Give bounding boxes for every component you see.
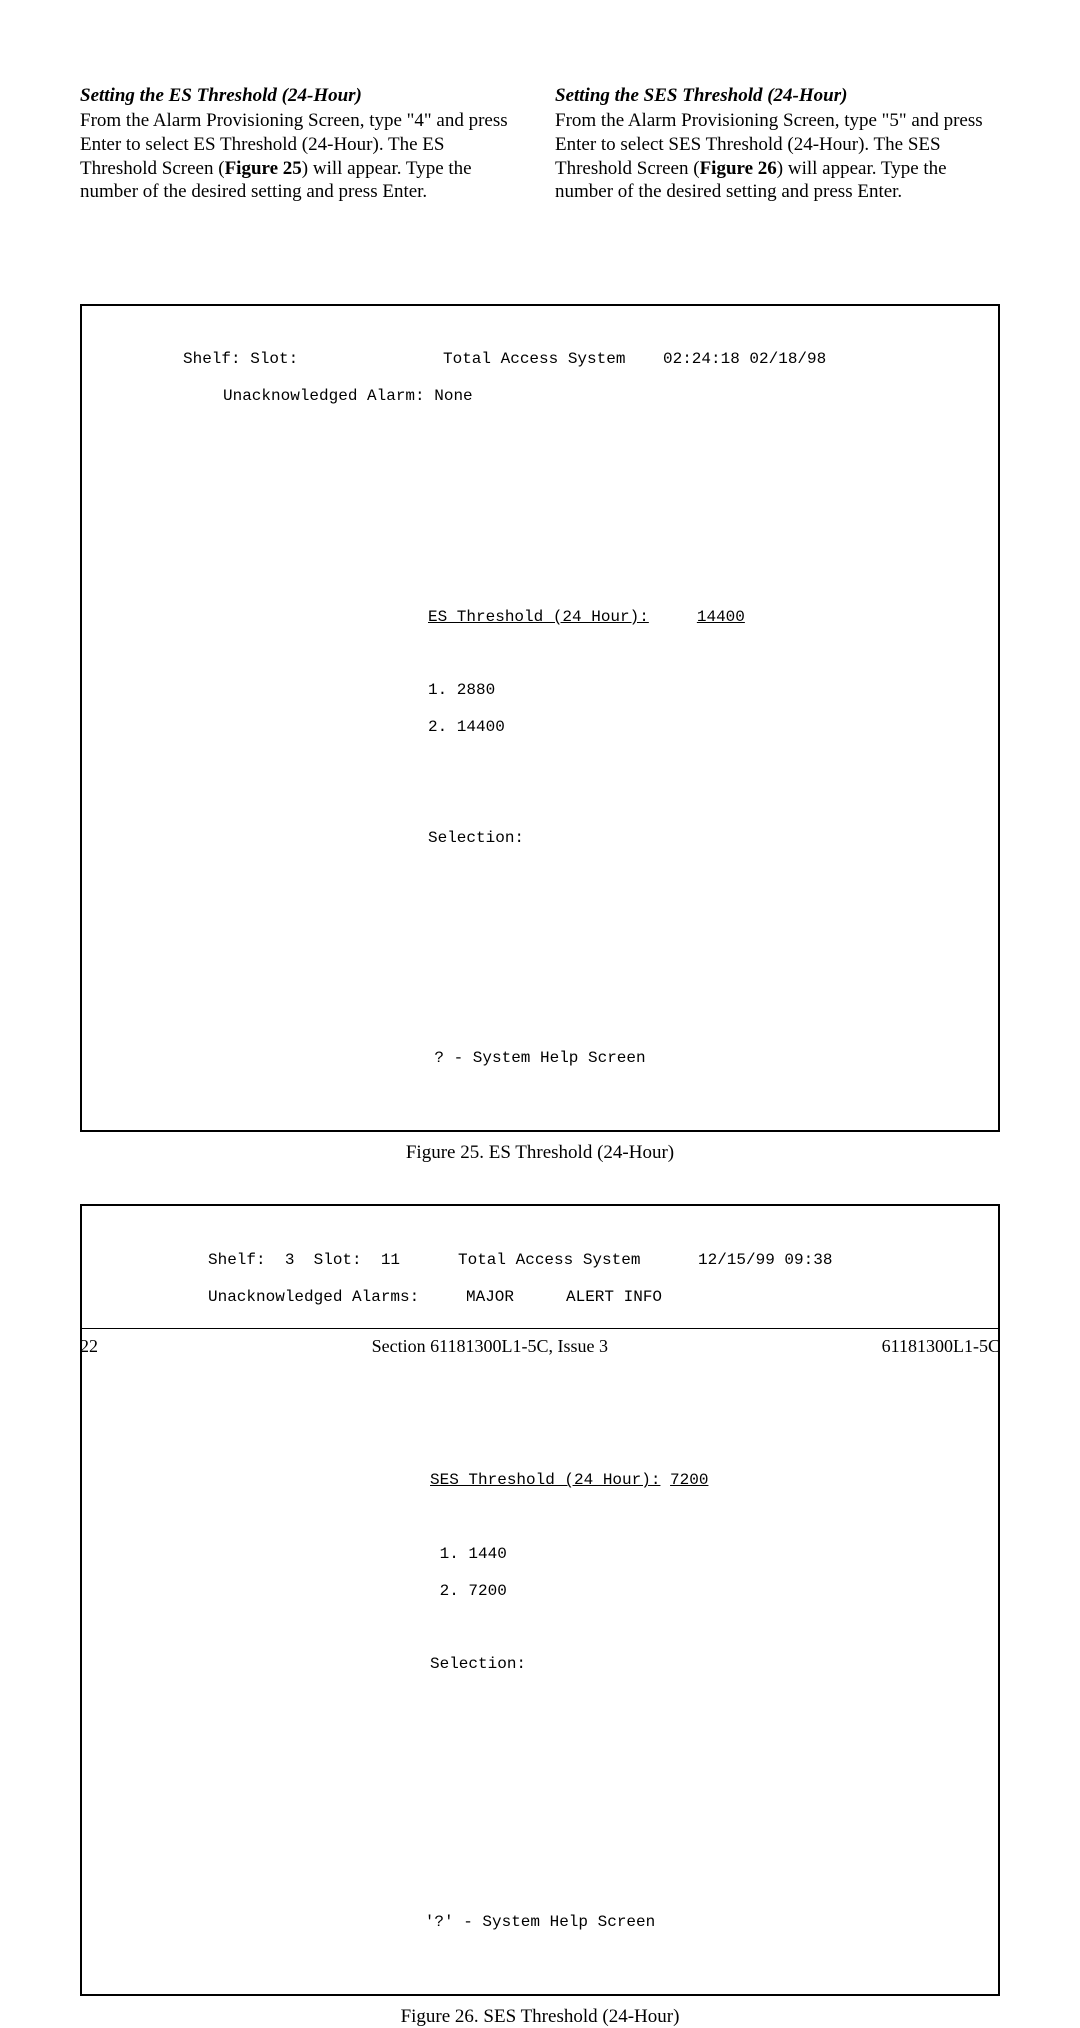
fig25-title-value: 14400 (697, 608, 745, 626)
fig26-title-label: SES Threshold (24 Hour): (430, 1471, 660, 1489)
spacer (108, 645, 972, 663)
left-column: Setting the ES Threshold (24-Hour) From … (80, 85, 525, 204)
spacer (108, 498, 972, 516)
spacer (108, 1012, 972, 1030)
figure-26-terminal: Shelf: 3 Slot: 11Total Access System12/1… (80, 1204, 1000, 1996)
fig26-title-row: SES Threshold (24 Hour): 7200 (108, 1471, 972, 1489)
fig25-header-right: 02:24:18 02/18/98 (663, 350, 826, 368)
spacer (108, 424, 972, 442)
spacer (108, 1729, 972, 1747)
right-column: Setting the SES Threshold (24-Hour) From… (555, 85, 1000, 204)
fig25-opt2: 2. 14400 (108, 718, 972, 736)
footer-docid: 61181300L1-5C (882, 1336, 1000, 1357)
fig26-selection: Selection: (108, 1655, 972, 1673)
fig25-title-label: ES Threshold (24 Hour): (428, 608, 649, 626)
spacer (108, 1803, 972, 1821)
spacer (108, 865, 972, 883)
spacer (108, 1508, 972, 1526)
spacer (108, 1435, 972, 1453)
spacer (108, 1876, 972, 1894)
left-paragraph: From the Alarm Provisioning Screen, type… (80, 109, 525, 204)
figure-25-terminal: Shelf: Slot:Total Access System02:24:18 … (80, 304, 1000, 1132)
fig26-title-value: 7200 (670, 1471, 708, 1489)
spacer (108, 939, 972, 957)
spacer (108, 1839, 972, 1857)
spacer (108, 755, 972, 773)
page-footer: 22 Section 61181300L1-5C, Issue 3 611813… (80, 1336, 1000, 1357)
fig25-alarm-line: Unacknowledged Alarm: None (108, 387, 972, 405)
left-heading: Setting the ES Threshold (24-Hour) (80, 85, 525, 107)
spacer (108, 1619, 972, 1637)
spacer (108, 534, 972, 552)
spacer (108, 571, 972, 589)
fig26-help: '?' - System Help Screen (108, 1913, 972, 1931)
spacer (108, 792, 972, 810)
fig26-header-center: Total Access System (458, 1251, 698, 1269)
spacer (108, 1361, 972, 1379)
fig25-header-left: Shelf: Slot: (183, 350, 443, 368)
spacer (108, 976, 972, 994)
spacer (108, 461, 972, 479)
left-p-figref: Figure 25 (225, 158, 302, 179)
spacer (108, 902, 972, 920)
footer-rule (80, 1328, 1000, 1329)
spacer (108, 1398, 972, 1416)
fig25-help: ? - System Help Screen (108, 1049, 972, 1067)
fig26-opt2: 2. 7200 (108, 1582, 972, 1600)
fig25-header-row: Shelf: Slot:Total Access System02:24:18 … (108, 350, 972, 368)
fig26-header-right: 12/15/99 09:38 (698, 1251, 832, 1269)
figure-25-caption: Figure 25. ES Threshold (24-Hour) (80, 1142, 1000, 1164)
fig26-alarm-row: Unacknowledged Alarms:MAJORALERT INFO (108, 1288, 972, 1306)
two-column-layout: Setting the ES Threshold (24-Hour) From … (80, 85, 1000, 204)
figure-25-wrap: Shelf: Slot:Total Access System02:24:18 … (80, 304, 1000, 1164)
fig25-opt1: 1. 2880 (108, 681, 972, 699)
right-heading: Setting the SES Threshold (24-Hour) (555, 85, 1000, 107)
fig26-alarm-info: ALERT INFO (566, 1288, 662, 1306)
footer-page-number: 22 (80, 1336, 98, 1357)
fig25-selection: Selection: (108, 829, 972, 847)
footer-section: Section 61181300L1-5C, Issue 3 (372, 1336, 608, 1357)
fig26-opt1: 1. 1440 (108, 1545, 972, 1563)
fig25-title-row: ES Threshold (24 Hour): 14400 (108, 608, 972, 626)
fig26-alarm-label: Unacknowledged Alarms: (208, 1288, 466, 1306)
spacer (108, 1766, 972, 1784)
fig25-header-center: Total Access System (443, 350, 663, 368)
spacer (108, 1692, 972, 1710)
right-paragraph: From the Alarm Provisioning Screen, type… (555, 109, 1000, 204)
right-p-figref: Figure 26 (700, 158, 777, 179)
fig26-header-left: Shelf: 3 Slot: 11 (208, 1251, 458, 1269)
figure-26-caption: Figure 26. SES Threshold (24-Hour) (80, 2006, 1000, 2028)
fig26-header-row: Shelf: 3 Slot: 11Total Access System12/1… (108, 1251, 972, 1269)
fig26-alarm-major: MAJOR (466, 1288, 566, 1306)
